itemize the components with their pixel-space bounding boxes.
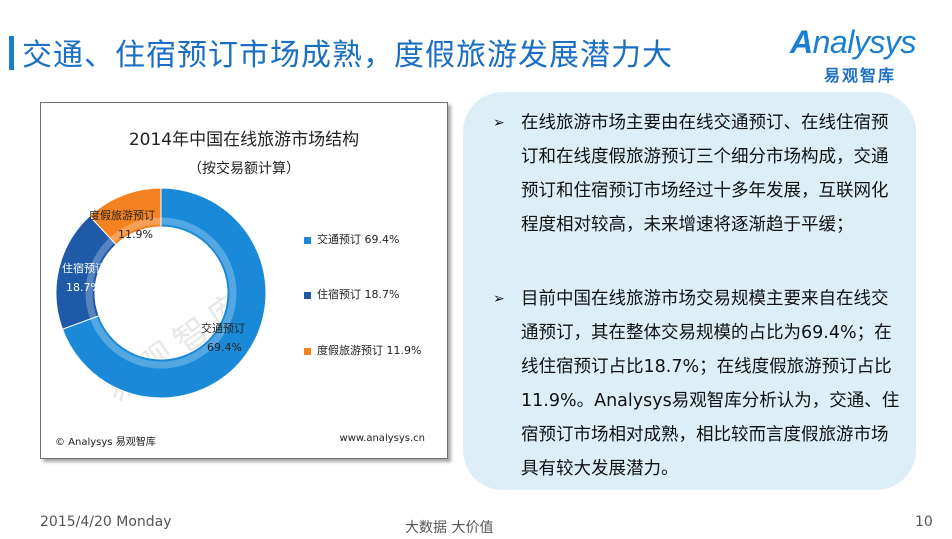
legend-item-vacation: 度假旅游预订 11.9%: [304, 342, 421, 358]
legend-swatch: [304, 347, 311, 355]
slice-label-vacation: 度假旅游预订 11.9%: [89, 209, 155, 241]
legend-swatch: [304, 291, 311, 299]
chart-panel: 易观智库 2014年中国在线旅游市场结构 （按交易额计算） 交通预订 69.4%…: [40, 102, 448, 459]
slide-tagline: 大数据 大价值: [405, 520, 494, 536]
donut-slice-transport: [61, 187, 267, 399]
analysys-logo: Analysys 易观智库: [790, 24, 930, 85]
chart-copyright: © Analysys 易观智库: [55, 437, 156, 448]
page-title: 交通、住宿预订市场成熟，度假旅游发展潜力大: [22, 38, 673, 73]
legend-swatch: [304, 236, 311, 244]
title-accent-bar: [9, 36, 14, 70]
logo-wordmark: Analysys: [790, 24, 916, 60]
page-number: 10: [915, 514, 933, 530]
bullet-point-1: ➢ 在线旅游市场主要由在线交通预订、在线住宿预订和在线度假旅游预订三个细分市场构…: [493, 106, 903, 242]
donut-slice-vacation: [88, 187, 162, 246]
chart-title: 2014年中国在线旅游市场结构: [128, 130, 360, 150]
donut-inner-highlight: [85, 217, 237, 369]
arrow-bullet-icon: ➢: [493, 291, 505, 307]
legend-item-transport: 交通预订 69.4%: [304, 231, 399, 247]
bullet-point-2: ➢ 目前中国在线旅游市场交易规模主要来自在线交通预订，其在整体交易规模的占比为6…: [493, 282, 903, 486]
slice-label-lodging: 住宿预订 18.7%: [62, 262, 106, 294]
slice-label-transport: 交通预订 69.4%: [201, 322, 245, 354]
legend-item-lodging: 住宿预订 18.7%: [304, 286, 399, 302]
arrow-bullet-icon: ➢: [493, 115, 505, 131]
logo-subtitle: 易观智库: [824, 66, 897, 85]
slide-date: 2015/4/20 Monday: [40, 514, 172, 530]
analysis-box: ➢ 在线旅游市场主要由在线交通预订、在线住宿预订和在线度假旅游预订三个细分市场构…: [463, 92, 916, 490]
chart-website: www.analysys.cn: [339, 433, 425, 444]
donut-chart: [55, 187, 267, 399]
chart-subtitle: （按交易额计算）: [188, 161, 300, 177]
